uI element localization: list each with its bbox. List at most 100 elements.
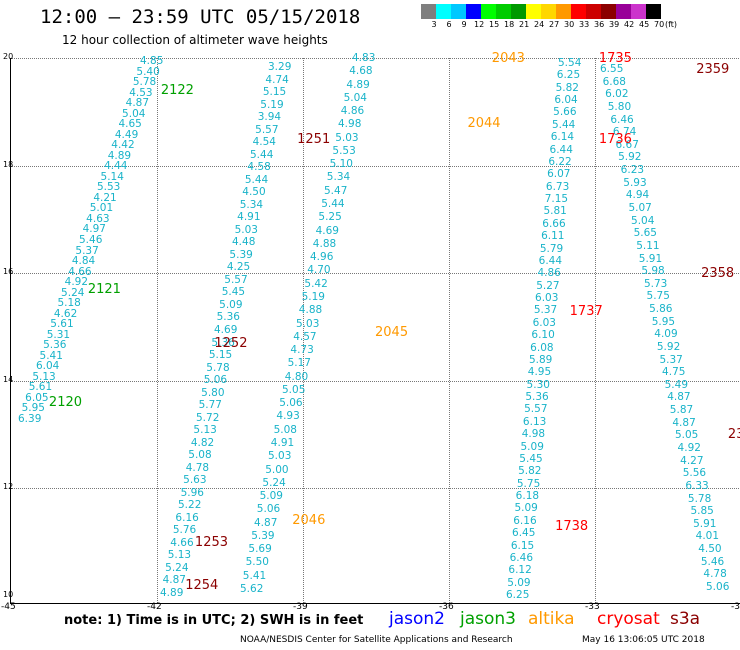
wave-height-value: 6.55 bbox=[600, 63, 624, 75]
legend-label: 21 bbox=[519, 20, 530, 29]
legend-swatch bbox=[451, 4, 466, 19]
wave-height-value: 5.36 bbox=[211, 336, 235, 349]
gridline-horizontal bbox=[11, 165, 740, 167]
legend-swatch bbox=[541, 4, 556, 19]
wave-height-value: 6.16 bbox=[513, 514, 537, 527]
wave-height-value: 5.25 bbox=[318, 211, 342, 224]
wave-height-value: 4.62 bbox=[53, 307, 78, 320]
wave-height-value: 4.74 bbox=[265, 73, 289, 86]
wave-height-value: 5.92 bbox=[618, 151, 642, 164]
wave-height-value: 6.44 bbox=[538, 254, 563, 267]
wave-height-value: 4.58 bbox=[247, 161, 271, 174]
wave-height-value: 4.92 bbox=[677, 442, 701, 455]
wave-height-value: 5.07 bbox=[628, 201, 652, 214]
pass-time-label: 2044 bbox=[467, 115, 501, 131]
wave-height-value: 5.40 bbox=[136, 65, 160, 78]
gridline-vertical bbox=[595, 58, 596, 603]
wave-height-value: 5.15 bbox=[262, 86, 287, 99]
wave-height-value: 5.09 bbox=[520, 440, 544, 453]
gridline-horizontal bbox=[11, 380, 740, 382]
legend-label: 39 bbox=[609, 20, 620, 29]
legend-label: 24 bbox=[534, 20, 545, 29]
wave-height-value: 6.07 bbox=[547, 168, 571, 181]
legend-swatch bbox=[646, 4, 661, 19]
wave-height-value: 6.02 bbox=[605, 88, 629, 101]
wave-height-value: 4.09 bbox=[654, 328, 678, 341]
wave-height-value: 4.91 bbox=[237, 211, 261, 224]
wave-height-value: 4.21 bbox=[93, 191, 117, 204]
satellite-label-jason2: jason2 bbox=[389, 609, 445, 629]
wave-height-value: 7.15 bbox=[544, 193, 569, 206]
wave-height-value: 4.65 bbox=[118, 118, 142, 131]
pass-time-label: 2043 bbox=[491, 51, 525, 66]
wave-height-value: 5.49 bbox=[664, 378, 689, 391]
wave-height-value: 5.14 bbox=[100, 170, 124, 183]
wave-height-value: 5.34 bbox=[239, 198, 264, 211]
wave-height-value: 5.00 bbox=[265, 463, 289, 476]
wave-height-value: 6.12 bbox=[508, 564, 532, 577]
wave-height-value: 3.29 bbox=[268, 61, 292, 73]
wave-height-value: 4.94 bbox=[625, 189, 650, 202]
wave-height-value: 5.04 bbox=[343, 91, 367, 104]
wave-height-value: 5.41 bbox=[242, 569, 267, 582]
wave-height-value: 5.62 bbox=[240, 583, 264, 595]
gridline-horizontal bbox=[11, 273, 740, 274]
wave-height-value: 4.01 bbox=[695, 530, 720, 543]
legend-swatch bbox=[436, 4, 451, 19]
wave-height-value: 5.75 bbox=[516, 477, 541, 490]
page-subtitle: 12 hour collection of altimeter wave hei… bbox=[62, 33, 328, 47]
wave-height-value: 6.14 bbox=[550, 131, 575, 144]
wave-height-value: 5.18 bbox=[57, 297, 81, 310]
wave-height-value: 5.44 bbox=[244, 173, 269, 186]
wave-height-value: 5.66 bbox=[553, 106, 577, 119]
wave-height-value: 5.61 bbox=[50, 318, 74, 331]
wave-height-value: 5.01 bbox=[89, 202, 114, 215]
pass-time-label: 1738 bbox=[555, 518, 589, 534]
wave-height-value: 5.19 bbox=[260, 98, 284, 111]
wave-height-value: 6.25 bbox=[556, 69, 581, 82]
wave-height-value: 5.93 bbox=[623, 176, 647, 189]
wave-height-value: 5.36 bbox=[216, 311, 240, 324]
wave-height-value: 5.03 bbox=[268, 450, 292, 463]
wave-height-value: 6.13 bbox=[522, 415, 547, 428]
wave-height-value: 5.06 bbox=[706, 581, 730, 593]
satellite-label-altika: altika bbox=[528, 609, 575, 629]
wave-height-value: 4.44 bbox=[104, 160, 128, 173]
pass-time-label: 1736 bbox=[598, 131, 632, 147]
legend-label: 33 bbox=[579, 20, 590, 29]
legend-swatch bbox=[466, 4, 481, 19]
wave-height-value: 4.66 bbox=[170, 536, 194, 549]
wave-height-value: 6.08 bbox=[530, 341, 554, 354]
wave-height-value: 5.69 bbox=[248, 543, 272, 556]
wave-height-value: 4.87 bbox=[667, 391, 691, 404]
pass-time-label: 1735 bbox=[598, 51, 632, 66]
wave-height-value: 5.03 bbox=[234, 223, 258, 236]
wave-height-value: 5.09 bbox=[514, 502, 538, 515]
wave-height-value: 5.44 bbox=[551, 118, 576, 131]
wave-height-value: 5.24 bbox=[165, 561, 189, 574]
wave-height-value: 6.18 bbox=[515, 490, 540, 503]
wave-height-value: 5.39 bbox=[251, 529, 275, 542]
pass-time-label: 235 bbox=[727, 427, 740, 443]
wave-height-value: 4.25 bbox=[226, 261, 251, 274]
legend-labels: 3 6 9 12 15 18 21 24 27 30 33 36 39 42 45 70 (ft) bbox=[421, 19, 678, 31]
wave-height-value: 4.88 bbox=[312, 237, 337, 250]
pass-time-label: 2121 bbox=[87, 282, 121, 298]
wave-height-value: 6.33 bbox=[685, 479, 709, 492]
wave-height-value: 5.41 bbox=[39, 349, 63, 362]
legend-swatch bbox=[616, 4, 631, 19]
wave-height-value: 5.08 bbox=[273, 423, 297, 436]
wave-height-value: 5.42 bbox=[304, 277, 328, 290]
longitude-label: -45 bbox=[1, 602, 16, 612]
legend-label: 45 bbox=[639, 20, 650, 29]
wave-height-value: 5.36 bbox=[525, 391, 549, 404]
wave-height-value: 5.87 bbox=[669, 404, 694, 417]
latitude-label: 10 bbox=[3, 589, 14, 599]
wave-height-value: 4.69 bbox=[315, 224, 339, 237]
wave-height-value: 5.57 bbox=[524, 403, 548, 416]
legend-label: 6 bbox=[446, 20, 452, 29]
wave-height-value: 6.03 bbox=[535, 292, 559, 305]
wave-height-value: 4.75 bbox=[662, 366, 686, 379]
wave-height-value: 5.08 bbox=[188, 449, 212, 462]
wave-height-value: 4.50 bbox=[242, 186, 266, 199]
